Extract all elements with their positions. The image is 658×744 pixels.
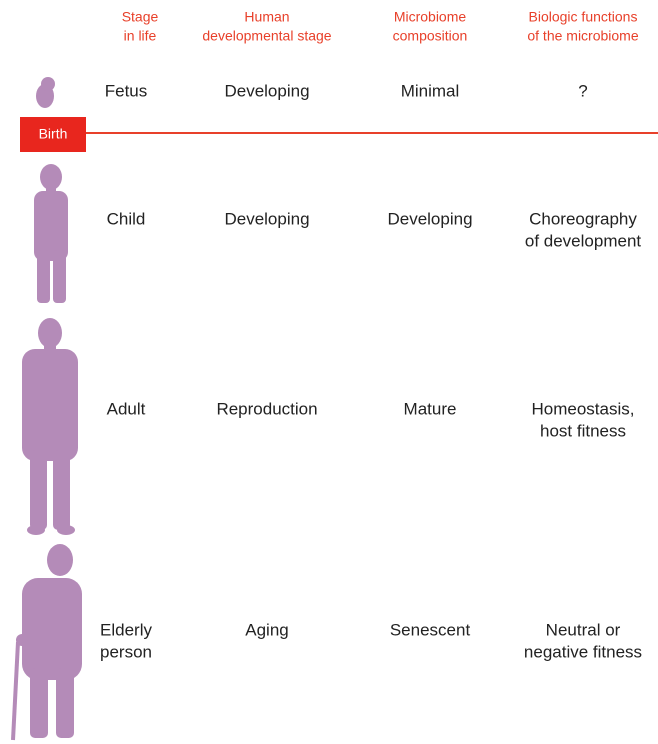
column-header: Microbiome xyxy=(394,9,467,25)
adult-silhouette xyxy=(22,318,78,535)
table-cell: Choreography xyxy=(529,209,637,228)
table-cell: person xyxy=(100,642,152,661)
table-cell: Elderly xyxy=(100,620,152,639)
table-cell: Fetus xyxy=(105,81,148,100)
table-cell: host fitness xyxy=(540,421,626,440)
table-cell: negative fitness xyxy=(524,642,642,661)
column-header: Human xyxy=(244,9,289,25)
table-cell: Minimal xyxy=(401,81,460,100)
birth-box xyxy=(20,117,86,152)
table-cell: Developing xyxy=(224,209,309,228)
table-cell: Neutral or xyxy=(546,620,621,639)
table-cell: Aging xyxy=(245,620,288,639)
column-header: of the microbiome xyxy=(527,28,638,44)
column-header: developmental stage xyxy=(202,28,331,44)
table-cell: Child xyxy=(107,209,146,228)
column-header: in life xyxy=(124,28,157,44)
table-cell: Developing xyxy=(387,209,472,228)
column-header: Stage xyxy=(122,9,159,25)
table-cell: Developing xyxy=(224,81,309,100)
elderly-silhouette xyxy=(11,544,82,741)
column-header: composition xyxy=(393,28,468,44)
table-cell: of development xyxy=(525,231,642,250)
table-cell: Reproduction xyxy=(216,399,317,418)
table-cell: Adult xyxy=(107,399,146,418)
table-cell: ? xyxy=(578,81,587,100)
fetus-silhouette xyxy=(36,77,55,108)
table-cell: Mature xyxy=(404,399,457,418)
birth-label: Birth xyxy=(39,126,68,142)
column-header: Biologic functions xyxy=(529,9,638,25)
table-cell: Homeostasis, xyxy=(532,399,635,418)
child-silhouette xyxy=(34,164,68,303)
table-cell: Senescent xyxy=(390,620,471,639)
